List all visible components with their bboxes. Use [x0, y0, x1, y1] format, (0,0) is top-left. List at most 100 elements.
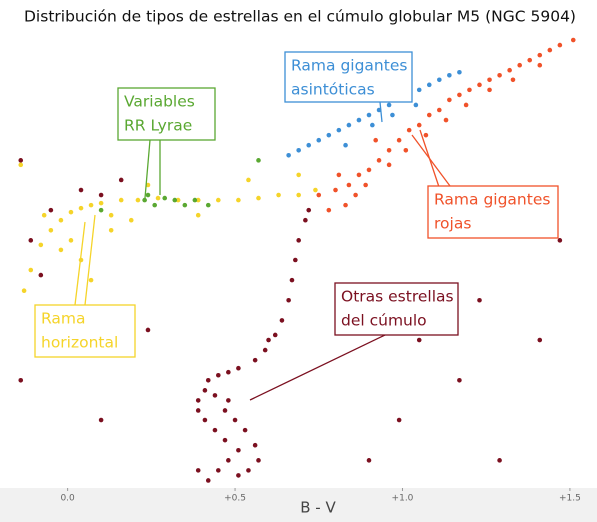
star-point — [118, 197, 124, 203]
star-point — [98, 207, 104, 213]
star-point — [373, 137, 378, 143]
star-point — [135, 197, 141, 203]
series — [18, 158, 563, 483]
star-point — [28, 238, 34, 243]
star-point — [416, 337, 422, 343]
star-point — [289, 277, 295, 283]
leader-line — [379, 101, 383, 123]
annotation-text: asintóticas — [291, 81, 375, 99]
annotation-box — [334, 282, 459, 336]
star-point — [386, 147, 392, 153]
star-point — [370, 122, 375, 128]
star-point — [252, 442, 258, 448]
star-point — [216, 468, 221, 473]
annotation-text: horizontal — [41, 334, 118, 352]
star-point — [487, 87, 492, 93]
star-point — [336, 127, 342, 133]
annotation-text: Rama — [41, 310, 86, 328]
star-point — [279, 318, 285, 323]
star-point — [28, 267, 34, 273]
star-point — [497, 458, 502, 463]
star-point — [222, 408, 228, 413]
star-point — [256, 458, 261, 463]
x-tick-label: 0.0 — [60, 494, 75, 504]
star-point — [266, 337, 271, 343]
star-point — [296, 147, 301, 153]
star-point — [58, 217, 64, 223]
star-point — [68, 238, 74, 243]
star-point — [426, 112, 432, 118]
star-point — [98, 192, 104, 198]
star-point — [467, 87, 472, 93]
leader-line — [411, 134, 451, 187]
star-point — [216, 372, 221, 378]
star-point — [195, 398, 201, 403]
star-point — [41, 212, 47, 218]
star-point — [226, 369, 231, 375]
star-point — [78, 187, 84, 193]
star-point — [232, 417, 238, 423]
star-point — [252, 357, 258, 363]
series — [316, 37, 576, 213]
star-point — [353, 192, 358, 198]
series — [18, 162, 318, 293]
star-point — [58, 247, 64, 253]
star-point — [108, 212, 114, 218]
annotation-text: Otras estrellas — [341, 288, 454, 306]
star-point — [195, 197, 201, 203]
star-point — [48, 227, 54, 233]
star-point — [386, 102, 392, 108]
star-point — [403, 147, 409, 153]
star-point — [212, 393, 218, 398]
x-tick-label: +0.5 — [224, 494, 246, 504]
series — [98, 158, 261, 213]
star-point — [423, 132, 429, 138]
star-point — [98, 200, 104, 206]
star-point — [256, 195, 261, 201]
star-point — [205, 202, 211, 208]
star-point — [88, 277, 94, 283]
star-point — [78, 205, 84, 211]
star-point — [303, 217, 308, 223]
star-point — [547, 47, 553, 53]
star-point — [477, 297, 482, 303]
star-point — [286, 297, 291, 303]
star-point — [386, 162, 392, 168]
star-point — [98, 417, 104, 423]
star-point — [416, 122, 422, 128]
star-point — [18, 158, 24, 163]
star-point — [457, 69, 462, 75]
annotation-box — [427, 185, 559, 239]
star-point — [390, 112, 395, 118]
star-point — [306, 207, 312, 213]
star-point — [236, 197, 241, 203]
star-point — [145, 327, 151, 333]
star-point — [346, 122, 352, 128]
star-point — [118, 177, 124, 183]
star-point — [443, 117, 449, 123]
star-point — [48, 207, 54, 213]
star-point — [296, 238, 301, 243]
star-point — [306, 142, 312, 148]
star-point — [226, 458, 231, 463]
star-point — [437, 107, 442, 113]
star-point — [463, 102, 469, 108]
star-point — [296, 192, 301, 198]
star-point — [162, 195, 168, 201]
star-point — [145, 192, 151, 198]
star-point — [326, 132, 332, 138]
star-point — [256, 158, 261, 163]
star-point — [172, 197, 178, 203]
star-point — [366, 112, 372, 118]
star-point — [396, 137, 402, 143]
star-point — [497, 72, 502, 78]
axis-strip — [0, 488, 597, 522]
star-point — [18, 377, 24, 383]
star-point — [316, 192, 322, 198]
star-point — [326, 207, 332, 213]
star-point — [363, 182, 368, 188]
star-point — [457, 92, 462, 98]
star-point — [447, 72, 452, 78]
star-point — [205, 478, 211, 483]
star-point — [286, 152, 291, 158]
